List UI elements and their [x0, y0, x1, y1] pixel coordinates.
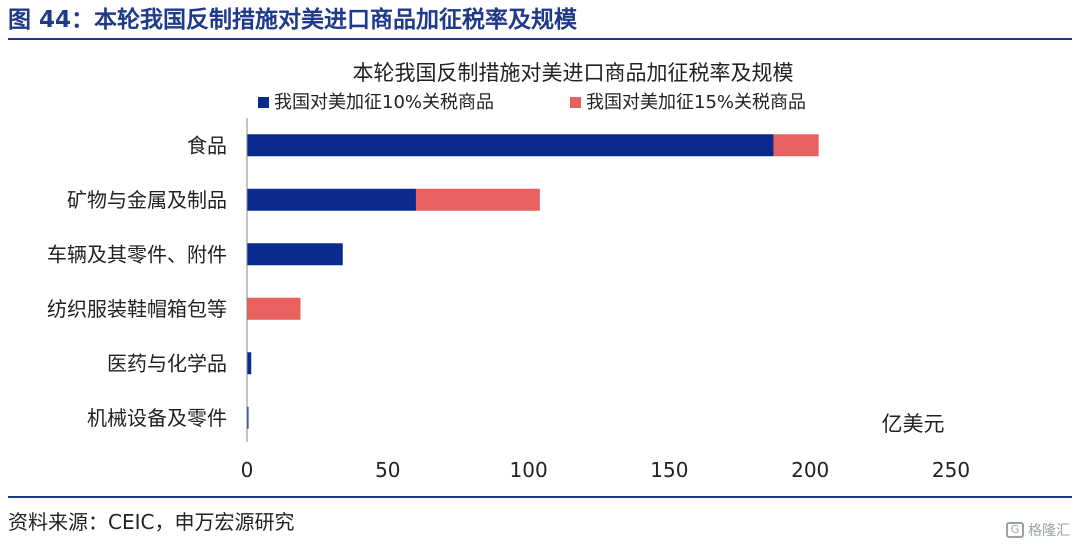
source-divider [8, 496, 1072, 498]
bar-segment [247, 352, 252, 375]
watermark-text: 格隆汇 [1028, 523, 1070, 539]
category-label: 车辆及其零件、附件 [47, 242, 227, 266]
category-labels: 食品矿物与金属及制品车辆及其零件、附件纺织服装鞋帽箱包等医药与化学品机械设备及零… [47, 133, 227, 430]
x-tick-label: 250 [932, 458, 970, 482]
bar-segment [773, 134, 819, 157]
chart-legend: 我国对美加征10%关税商品 我国对美加征15%关税商品 [258, 92, 806, 113]
bar-segment [247, 188, 416, 211]
category-label: 食品 [187, 133, 227, 157]
x-tick-label: 50 [375, 458, 400, 482]
category-label: 纺织服装鞋帽箱包等 [47, 297, 227, 321]
x-tick-labels: 0 50 100 150 200 250 [241, 458, 970, 482]
bar-segment [247, 297, 301, 320]
x-tick-label: 0 [241, 458, 254, 482]
bar-segment [415, 188, 540, 211]
legend-label: 我国对美加征15%关税商品 [586, 92, 806, 113]
x-tick-label: 100 [510, 458, 548, 482]
x-tick-label: 150 [650, 458, 688, 482]
legend-swatch [258, 97, 269, 108]
bar-segment [247, 243, 343, 266]
category-label: 矿物与金属及制品 [67, 188, 227, 212]
figure-title: 图 44：本轮我国反制措施对美进口商品加征税率及规模 [8, 4, 1072, 40]
unit-label: 亿美元 [882, 412, 945, 436]
legend-label: 我国对美加征10%关税商品 [274, 92, 494, 113]
bar-segment [247, 406, 249, 429]
category-label: 机械设备及零件 [87, 406, 227, 430]
bars [247, 134, 819, 429]
chart-title: 本轮我国反制措施对美进口商品加征税率及规模 [353, 61, 794, 85]
watermark-logo-icon: G [1006, 522, 1024, 538]
source-note: 资料来源：CEIC，申万宏源研究 [8, 510, 295, 534]
x-tick-label: 200 [791, 458, 829, 482]
bar-segment [247, 134, 774, 157]
legend-swatch [570, 97, 581, 108]
watermark: G 格隆汇 [1006, 520, 1070, 540]
category-label: 医药与化学品 [107, 351, 227, 375]
